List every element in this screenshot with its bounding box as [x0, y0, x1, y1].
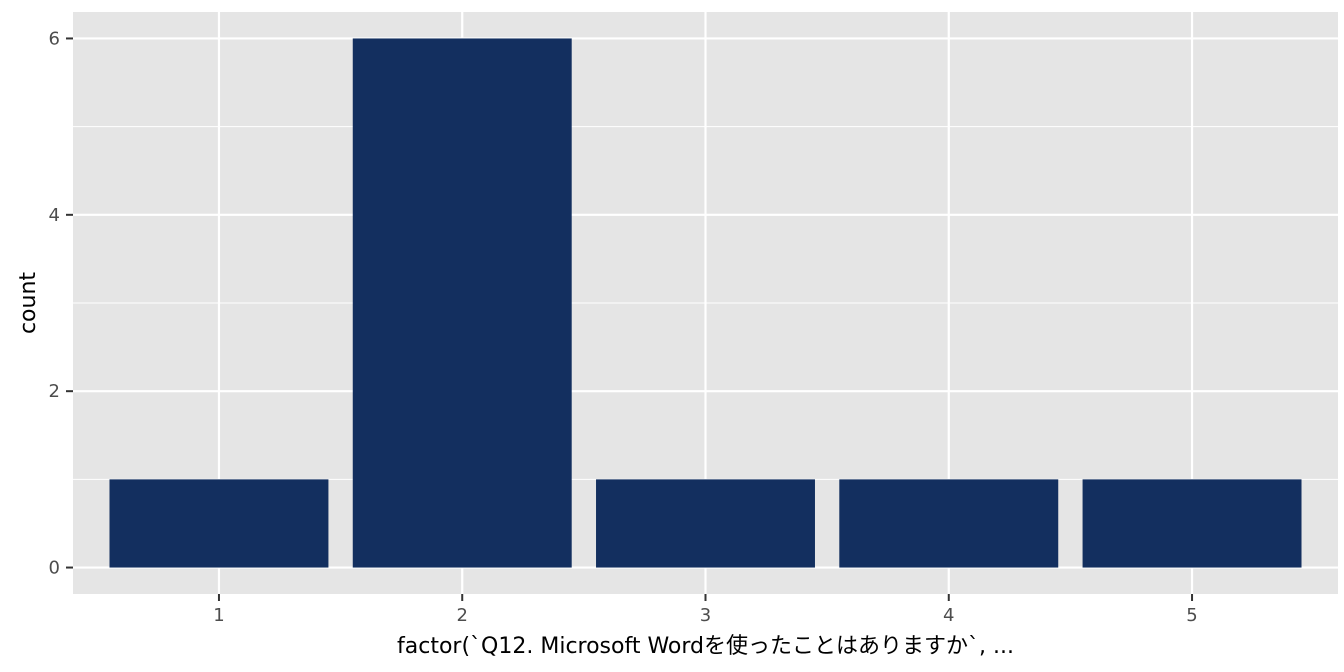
bar-5 — [1082, 479, 1302, 568]
x-axis: 1 2 3 4 5 — [213, 594, 1198, 626]
bar-2 — [352, 38, 572, 568]
x-tick-label: 4 — [943, 605, 954, 626]
bars — [109, 38, 1302, 568]
y-axis: 0 2 4 6 — [49, 28, 73, 579]
y-tick-label: 4 — [49, 205, 60, 226]
x-tick-label: 3 — [700, 605, 711, 626]
bar-1 — [109, 479, 329, 568]
bar-3 — [596, 479, 815, 568]
x-tick-label: 2 — [457, 605, 468, 626]
y-axis-title: count — [16, 272, 41, 334]
bar-4 — [839, 479, 1059, 568]
y-tick-label: 2 — [49, 381, 60, 402]
y-tick-label: 6 — [49, 28, 60, 49]
x-tick-label: 5 — [1186, 605, 1197, 626]
x-tick-label: 1 — [213, 605, 224, 626]
y-tick-label: 0 — [49, 558, 60, 579]
x-axis-title: factor(`Q12. Microsoft Wordを使ったことはありますか`… — [397, 634, 1014, 659]
